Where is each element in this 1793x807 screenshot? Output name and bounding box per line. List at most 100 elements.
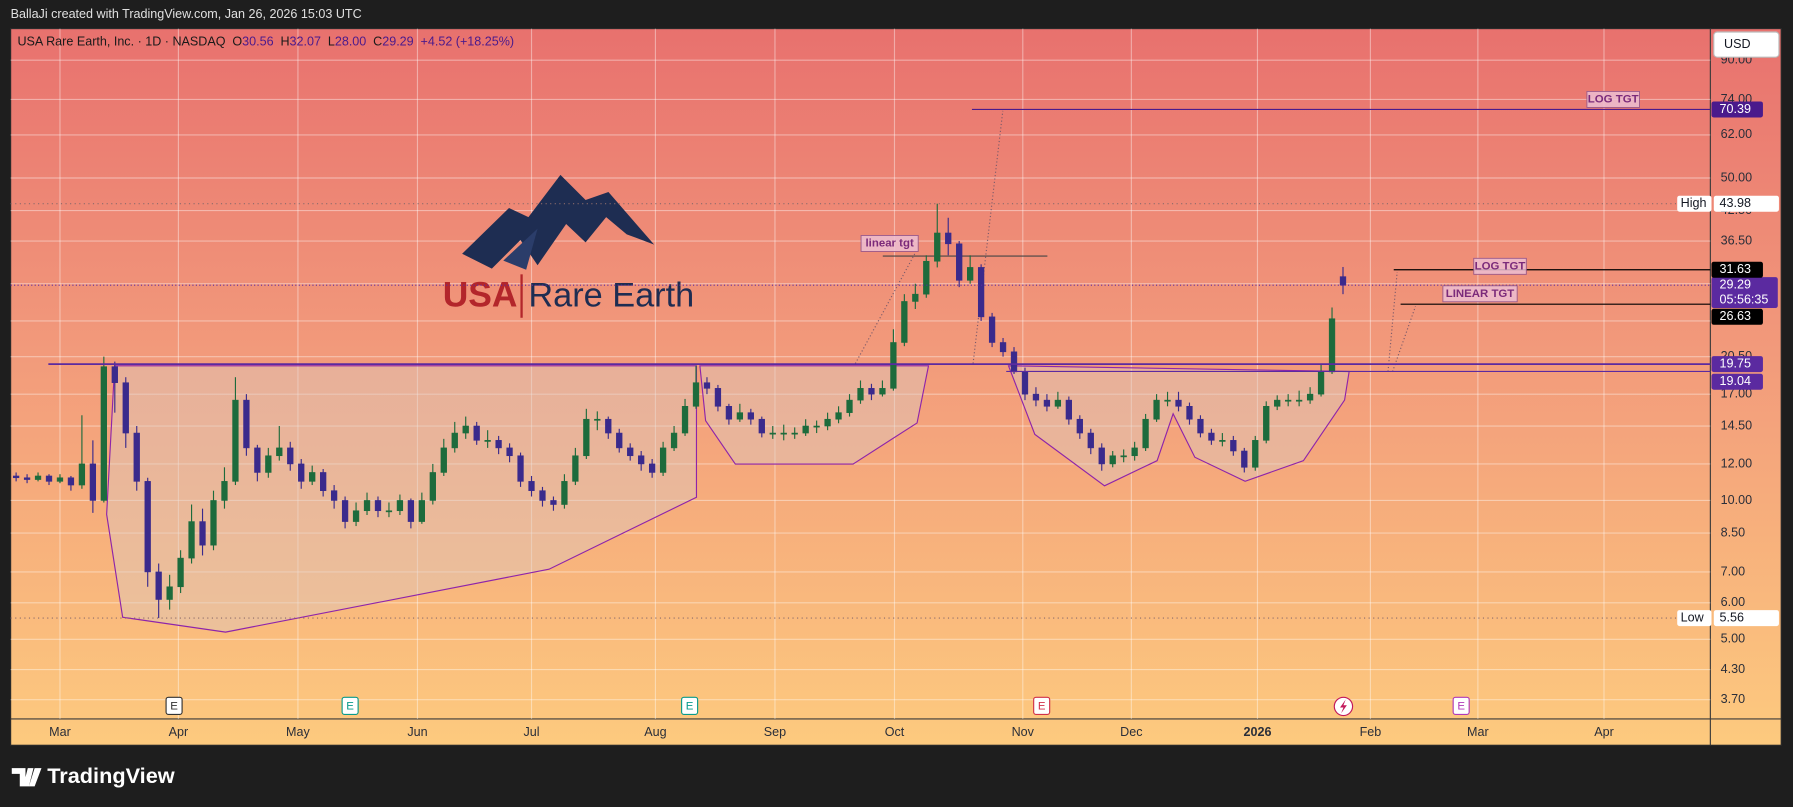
- x-tick-label: Oct: [885, 725, 905, 739]
- high-value: 32.07: [290, 35, 321, 49]
- candles: [12, 203, 1347, 619]
- candle-body: [539, 490, 546, 501]
- open-value: 30.56: [242, 35, 273, 49]
- candle-body: [23, 477, 31, 480]
- head-shoulders-pattern: [1007, 365, 1350, 487]
- candle-body: [967, 267, 974, 281]
- candle-body: [616, 432, 623, 449]
- y-tick-label: 6.00: [1721, 595, 1745, 609]
- candle-body: [1131, 447, 1138, 457]
- candle-body: [583, 418, 590, 457]
- logo-mountains: [462, 174, 655, 269]
- candle-body: [440, 447, 447, 473]
- candle-body: [177, 557, 184, 588]
- candle-body: [429, 472, 436, 501]
- candle-body: [988, 316, 996, 343]
- projection-line: [854, 253, 916, 364]
- candle-body: [879, 388, 886, 395]
- candle-body: [111, 366, 118, 383]
- candle-body: [714, 388, 722, 407]
- candle-body: [56, 477, 64, 482]
- countdown: 05:56:35: [1720, 292, 1769, 306]
- candle-body: [1076, 418, 1083, 434]
- y-tick-label: 50.00: [1721, 170, 1752, 184]
- x-tick-label: Mar: [49, 725, 71, 739]
- candle-body: [506, 447, 513, 457]
- candle-body: [495, 440, 502, 449]
- x-tick-label: Nov: [1012, 725, 1035, 739]
- axis-tag: 19.75: [1720, 356, 1751, 370]
- candle-body: [155, 571, 162, 600]
- x-tick-label: Sep: [764, 725, 786, 739]
- annotation: LINEAR TGT: [1446, 288, 1515, 300]
- axis-tag: 29.29: [1720, 277, 1751, 291]
- candle-body: [846, 399, 853, 413]
- annotation-box: [1473, 257, 1527, 275]
- event-marker: [1033, 696, 1051, 715]
- event-label: E: [170, 700, 178, 712]
- candle-body: [528, 481, 535, 491]
- candle-body: [1263, 406, 1270, 441]
- x-tick-label: Apr: [1594, 725, 1614, 739]
- candle-body: [1252, 440, 1259, 468]
- candle-body: [912, 293, 919, 302]
- x-tick-label: Jul: [523, 725, 539, 739]
- annotation-box: [1586, 90, 1640, 108]
- projection-line: [972, 110, 1004, 364]
- candle-body: [550, 500, 557, 505]
- candle-body: [210, 500, 217, 546]
- candle-body: [769, 432, 776, 435]
- candle-body: [1285, 399, 1292, 402]
- candle-body: [12, 475, 20, 479]
- candle-body: [407, 500, 415, 522]
- candle-body: [956, 243, 963, 281]
- candle-body: [34, 475, 42, 480]
- candle-body: [133, 432, 140, 482]
- axis-tag-name: Low: [1681, 610, 1705, 624]
- candle-body: [999, 342, 1007, 353]
- logo-mountains: [503, 228, 538, 270]
- x-tick-label: Aug: [644, 725, 666, 739]
- candle-body: [923, 260, 930, 295]
- candle-body: [934, 232, 941, 262]
- candle-body: [703, 382, 711, 389]
- logo: USA Rare Earth: [443, 174, 694, 318]
- currency-button[interactable]: [1713, 31, 1780, 58]
- candle-body: [1208, 432, 1215, 441]
- axis-tag-box: [1713, 195, 1779, 212]
- candle-body: [1010, 351, 1018, 373]
- candle-body: [791, 432, 798, 435]
- candle-body: [890, 342, 897, 389]
- axis-tag-box: [1711, 277, 1778, 309]
- event-marker: [681, 696, 699, 715]
- candle-body: [1164, 399, 1171, 402]
- x-tick-label: Feb: [1360, 725, 1382, 739]
- brand-icon: [11, 768, 42, 787]
- candle-body: [1317, 371, 1325, 395]
- y-tick-label: 10.00: [1721, 493, 1752, 507]
- candle-body: [1032, 393, 1040, 401]
- y-tick-label: 14.50: [1721, 418, 1752, 432]
- candle-body: [627, 447, 634, 457]
- candle-body: [824, 418, 831, 427]
- candle-body: [736, 412, 744, 420]
- change: +4.52 (+18.25%): [421, 35, 515, 49]
- candle-body: [1306, 393, 1314, 401]
- candle-body: [1295, 399, 1303, 402]
- candle-body: [166, 586, 173, 600]
- candle-body: [561, 481, 568, 505]
- low-value: 28.00: [335, 35, 366, 49]
- grid: 90.0074.0062.0050.0042.5036.5029.5024.50…: [10, 28, 1752, 739]
- y-tick-label: 12.00: [1721, 456, 1752, 470]
- annotation-box: [860, 235, 919, 252]
- candle-body: [638, 455, 645, 465]
- annotation-box: [1442, 285, 1518, 303]
- symbol: USA Rare Earth, Inc. · 1D · NASDAQ: [17, 35, 225, 49]
- candle-body: [605, 418, 612, 434]
- candle-body: [692, 382, 700, 407]
- candle-body: [1142, 418, 1149, 449]
- currency[interactable]: USD: [1724, 37, 1751, 51]
- annotation: LOG TGT: [1475, 260, 1526, 272]
- candle-body: [276, 447, 283, 457]
